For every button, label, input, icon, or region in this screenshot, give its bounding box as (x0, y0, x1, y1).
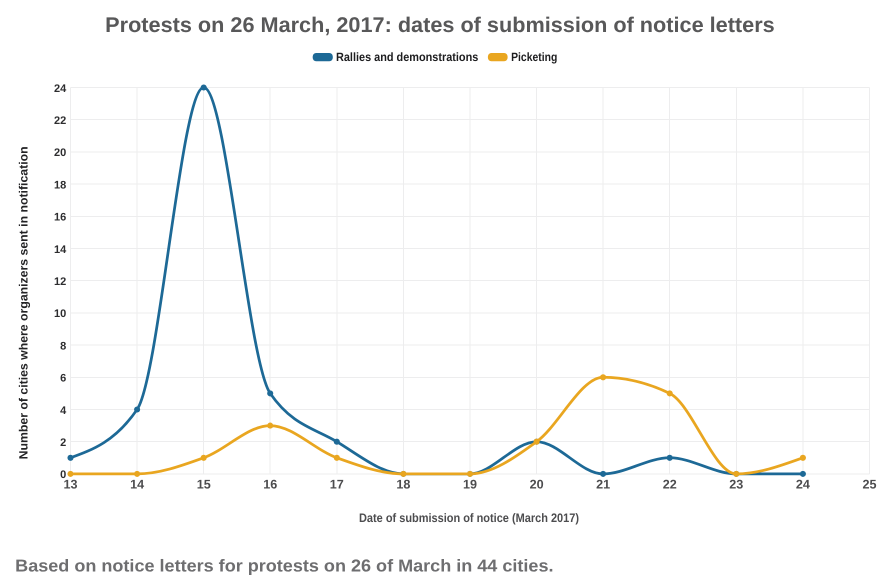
svg-text:6: 6 (60, 373, 66, 385)
svg-text:15: 15 (197, 477, 211, 491)
svg-text:22: 22 (54, 115, 66, 127)
svg-text:14: 14 (130, 477, 144, 491)
svg-text:Protests on 26 March, 2017: da: Protests on 26 March, 2017: dates of sub… (105, 13, 775, 37)
svg-text:Date of submission of notice (: Date of submission of notice (March 2017… (359, 511, 579, 525)
svg-text:10: 10 (54, 308, 66, 320)
svg-text:25: 25 (862, 477, 876, 491)
svg-text:Based on notice letters for pr: Based on notice letters for protests on … (15, 556, 553, 575)
svg-text:2: 2 (60, 437, 66, 449)
svg-text:13: 13 (63, 477, 77, 491)
svg-text:Number of cities where organiz: Number of cities where organizers sent i… (16, 146, 30, 459)
svg-text:14: 14 (54, 244, 67, 256)
svg-text:16: 16 (54, 212, 66, 224)
svg-text:16: 16 (263, 477, 277, 491)
svg-text:12: 12 (54, 276, 66, 288)
svg-text:4: 4 (60, 405, 67, 417)
svg-text:0: 0 (60, 469, 66, 481)
svg-text:Rallies and demonstrations: Rallies and demonstrations (336, 50, 479, 64)
svg-text:20: 20 (530, 477, 544, 491)
svg-text:18: 18 (396, 477, 410, 491)
svg-text:24: 24 (54, 83, 67, 95)
svg-text:18: 18 (54, 179, 66, 191)
svg-text:17: 17 (330, 477, 344, 491)
svg-text:21: 21 (596, 477, 610, 491)
svg-text:8: 8 (60, 340, 66, 352)
svg-text:24: 24 (796, 477, 810, 491)
svg-text:23: 23 (729, 477, 743, 491)
svg-text:20: 20 (54, 147, 66, 159)
svg-text:22: 22 (663, 477, 677, 491)
svg-text:19: 19 (463, 477, 477, 491)
svg-text:Picketing: Picketing (511, 50, 557, 64)
